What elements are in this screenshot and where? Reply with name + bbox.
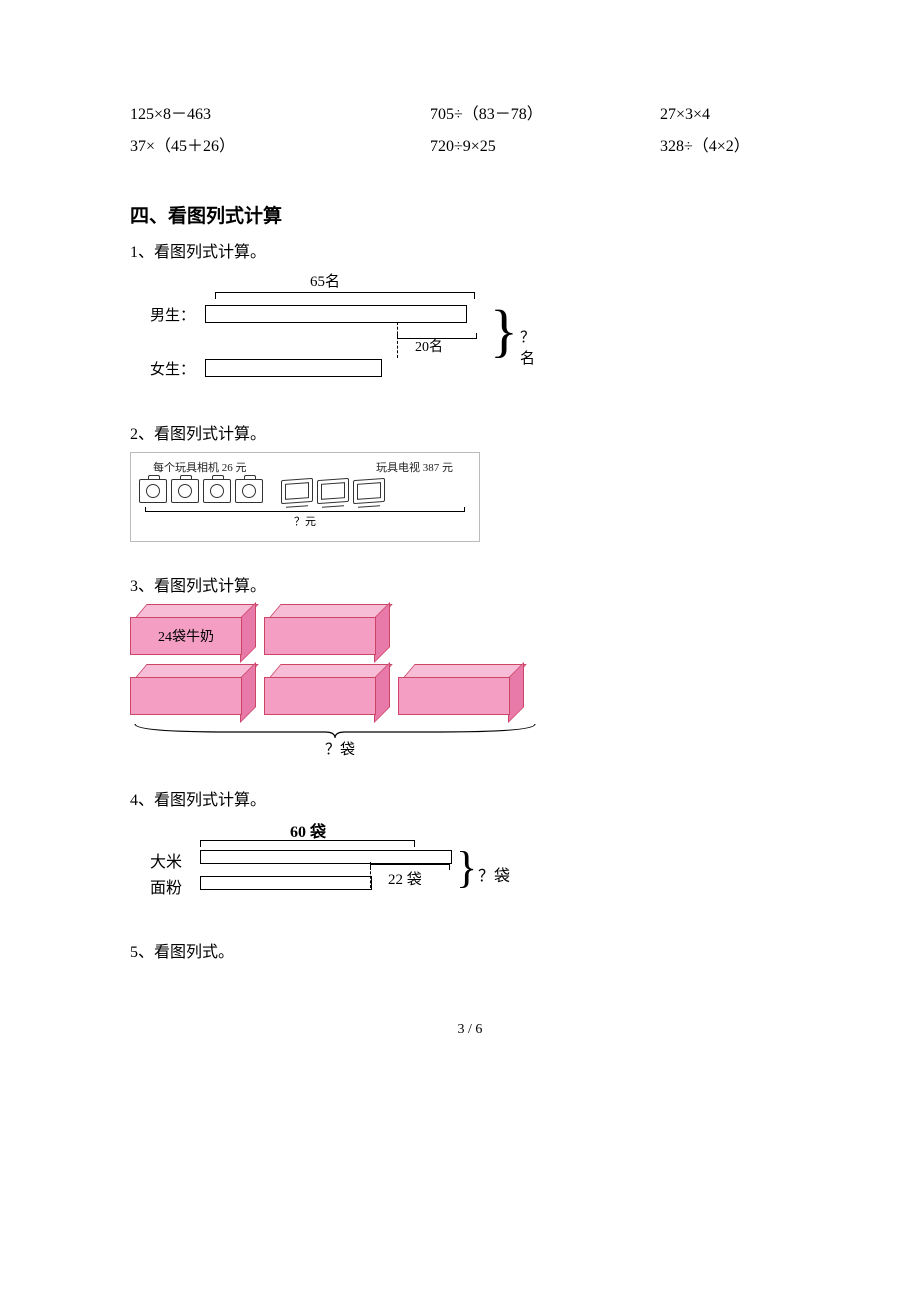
q4-top-value: 60 袋: [290, 818, 326, 842]
q4-label: 4、看图列式计算。: [130, 786, 810, 810]
q4-sub-brace: [370, 864, 450, 865]
q1-male-label: 男生：: [150, 304, 195, 325]
q1-top-value: 65名: [310, 270, 340, 291]
q4-top-brace: [200, 840, 415, 841]
tv-icon: [281, 478, 313, 504]
q2-bottom-label: ？元: [294, 513, 316, 529]
equation-row-1: 125×8－463 705÷（83－78） 27×3×4: [130, 100, 810, 130]
q4-right-brace: }: [456, 846, 477, 890]
q4-figure: 60 袋 大米 面粉 22 袋 } ？袋: [130, 818, 510, 908]
q1-top-brace: [215, 292, 475, 301]
page-number: 3 / 6: [130, 1022, 810, 1038]
q1-right-brace: }: [490, 302, 518, 360]
q2-camera-group: [139, 479, 263, 503]
page: 125×8－463 705÷（83－78） 27×3×4 37×（45＋26） …: [0, 0, 920, 1078]
q4-mid-value: 22 袋: [388, 868, 422, 889]
q5-label: 5、看图列式。: [130, 938, 810, 962]
eq-1c: 27×3×4: [660, 100, 810, 130]
milk-box: 24袋牛奶: [130, 604, 250, 654]
q3-figure: 24袋牛奶 ？袋: [130, 604, 550, 756]
eq-1b: 705÷（83－78）: [430, 100, 640, 130]
q3-row2: [130, 664, 550, 714]
q1-male-bar: [205, 305, 467, 323]
q3-under-brace: ？袋: [130, 722, 550, 756]
camera-icon: [139, 479, 167, 503]
q4-flour-bar: [200, 876, 372, 890]
camera-icon: [171, 479, 199, 503]
milk-box: [264, 604, 384, 654]
q1-female-label: 女生：: [150, 358, 195, 379]
q2-under-brace: ？元: [139, 507, 471, 525]
q2-tv-group: [281, 479, 385, 503]
q2-title-camera: 每个玩具相机 26 元: [153, 459, 247, 475]
camera-icon: [235, 479, 263, 503]
q4-flour-label: 面粉: [150, 874, 182, 898]
eq-2a: 37×（45＋26）: [130, 132, 410, 162]
q2-label: 2、看图列式计算。: [130, 420, 810, 444]
q3-label: 3、看图列式计算。: [130, 572, 810, 596]
q1-label: 1、看图列式计算。: [130, 238, 810, 262]
q1-female-bar: [205, 359, 382, 377]
eq-1a: 125×8－463: [130, 100, 410, 130]
q3-row1: 24袋牛奶: [130, 604, 550, 654]
milk-box: [264, 664, 384, 714]
q1-figure: 65名 男生： 20名 女生： } ？名: [130, 270, 510, 390]
q1-ask: ？名: [520, 326, 535, 368]
tv-icon: [353, 478, 385, 504]
eq-2c: 328÷（4×2）: [660, 132, 810, 162]
milk-box: [130, 664, 250, 714]
q1-mid-value: 20名: [415, 336, 443, 356]
q3-box-label: 24袋牛奶: [130, 617, 242, 655]
eq-2b: 720÷9×25: [430, 132, 640, 162]
equation-row-2: 37×（45＋26） 720÷9×25 328÷（4×2）: [130, 132, 810, 162]
section-4-title: 四、看图列式计算: [130, 201, 810, 228]
q4-rice-bar: [200, 850, 452, 864]
camera-icon: [203, 479, 231, 503]
q4-rice-label: 大米: [150, 848, 182, 872]
q4-ask: ？袋: [478, 862, 510, 886]
q1-dashed-line: [397, 322, 398, 358]
q2-figure: 每个玩具相机 26 元 玩具电视 387 元 ？元: [130, 452, 480, 542]
tv-icon: [317, 478, 349, 504]
q2-title-tv: 玩具电视 387 元: [376, 459, 453, 475]
q3-bottom-label: ？袋: [325, 738, 355, 759]
milk-box: [398, 664, 518, 714]
